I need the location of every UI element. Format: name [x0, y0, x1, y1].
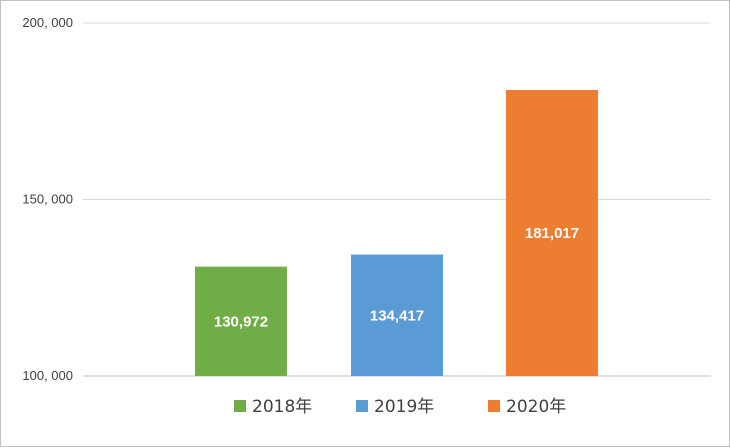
data-labels: 130,972 134,417 181,017: [214, 225, 579, 330]
bar-2018年: [195, 266, 287, 376]
legend: 2018年 2019年 2020年: [234, 397, 566, 417]
y-tick-label: 100, 000: [22, 368, 73, 383]
legend-swatch: [234, 400, 246, 412]
bar-value-label: 134,417: [370, 307, 424, 324]
bar-value-label: 181,017: [525, 225, 579, 242]
y-axis-ticks: 100, 000 150, 000 200, 000: [22, 15, 73, 383]
bar-2020年: [506, 90, 598, 377]
bar-2019年: [351, 254, 443, 376]
legend-entry: 2019年: [374, 397, 434, 417]
bar-value-label: 130,972: [214, 313, 268, 330]
legend-swatch: [356, 400, 368, 412]
legend-entry: 2020年: [506, 397, 566, 417]
y-tick-label: 200, 000: [22, 15, 73, 30]
legend-swatch: [488, 400, 500, 412]
legend-entry: 2018年: [252, 397, 312, 417]
y-tick-label: 150, 000: [22, 192, 73, 207]
bars: [195, 90, 598, 377]
